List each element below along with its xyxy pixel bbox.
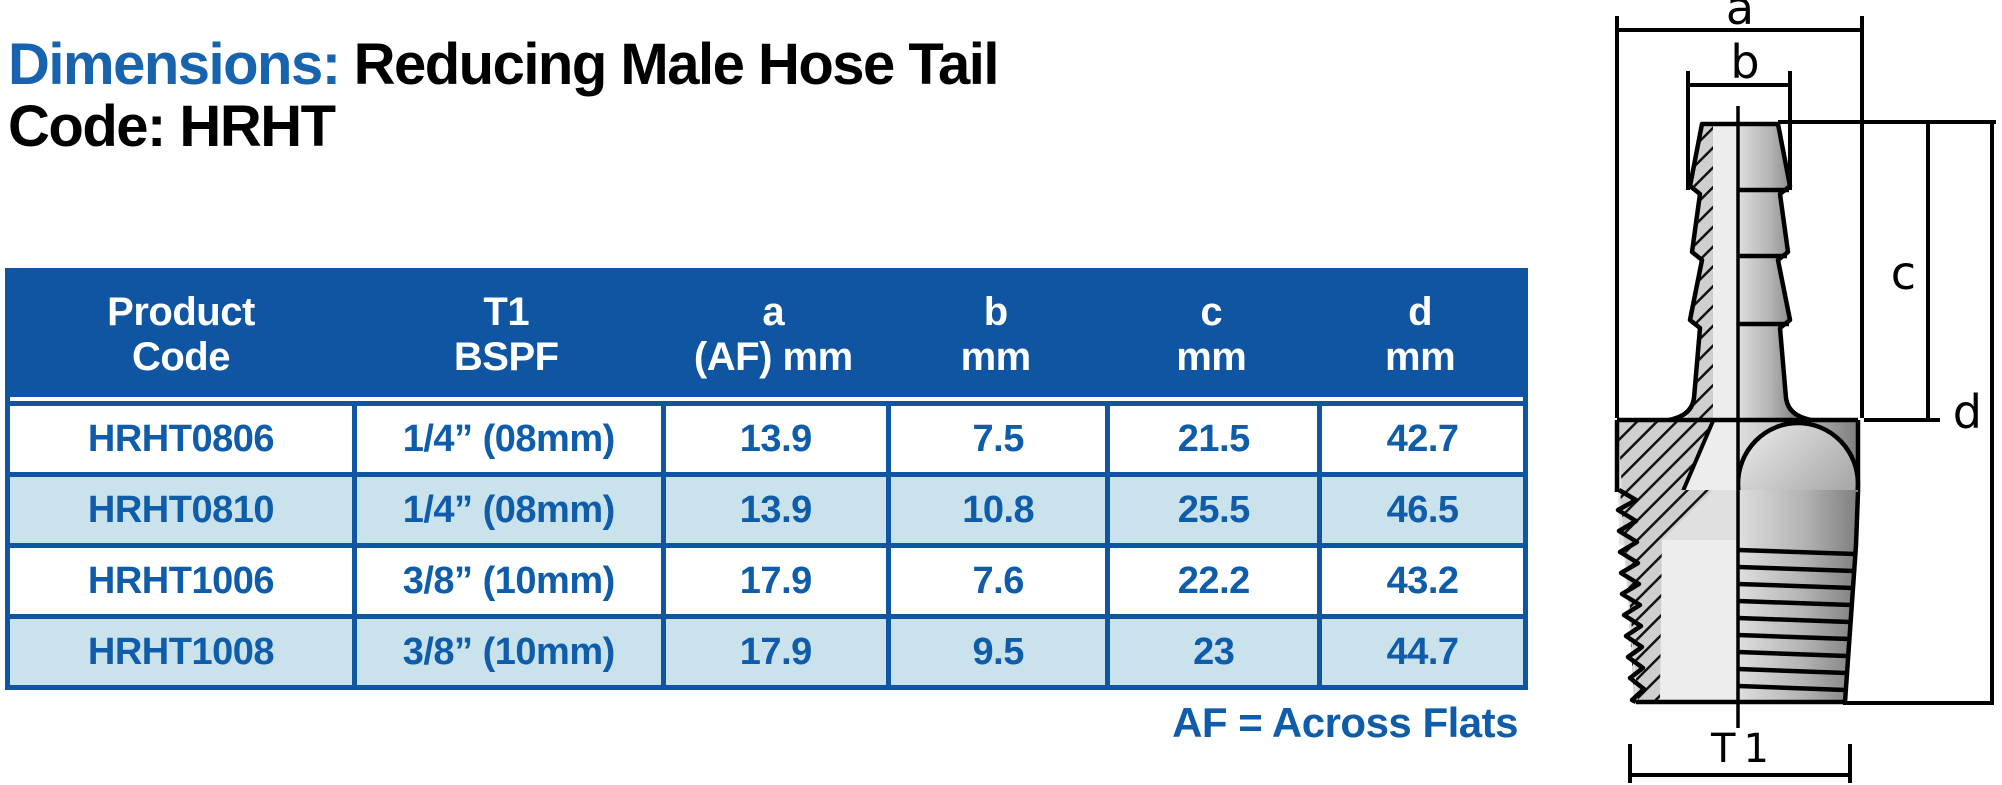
cell-d: 43.2 [1317, 543, 1523, 614]
dimension-a [1615, 16, 1864, 418]
cell-b: 7.6 [886, 543, 1106, 614]
cell-c: 25.5 [1105, 472, 1318, 543]
column-header-d: d mm [1317, 273, 1523, 401]
cell-d: 44.7 [1317, 614, 1523, 685]
header-line: (AF) mm [693, 335, 853, 379]
header-line: mm [1385, 335, 1456, 379]
column-header-product-code: Product Code [10, 273, 352, 401]
dimension-d-label: d [1953, 385, 1982, 439]
column-header-b: b mm [886, 273, 1106, 401]
column-header-a: a (AF) mm [660, 273, 886, 401]
header-line: c [1200, 290, 1223, 334]
title-prefix: Dimensions: [8, 32, 341, 97]
cell-c: 23 [1105, 614, 1318, 685]
dimension-c [1778, 120, 1996, 422]
header-line: mm [960, 335, 1032, 379]
header-line: Code [131, 335, 231, 379]
dimension-c-label: c [1891, 246, 1916, 300]
cell-a: 13.9 [660, 472, 886, 543]
dimension-d [1843, 122, 1994, 705]
cell-a: 13.9 [660, 401, 886, 472]
dimension-b-label: b [1730, 35, 1759, 89]
hose-tail-barbs [1661, 121, 1819, 424]
cell-a: 17.9 [660, 543, 886, 614]
cell-product-code: HRHT0810 [10, 472, 352, 543]
dimension-a-label: a [1726, 0, 1754, 35]
column-header-t1-bspf: T1 BSPF [351, 273, 661, 401]
cell-b: 7.5 [886, 401, 1106, 472]
cell-c: 21.5 [1105, 401, 1318, 472]
column-header-c: c mm [1105, 273, 1318, 401]
cell-a: 17.9 [660, 614, 886, 685]
header-line: Product [107, 290, 255, 334]
dimensions-table: Product Code T1 BSPF a (AF) mm b mm c mm d mm … [5, 268, 1528, 690]
cell-t1: 1/4” (08mm) [351, 401, 661, 472]
cell-product-code: HRHT1006 [10, 543, 352, 614]
cell-product-code: HRHT0806 [10, 401, 352, 472]
header-line: BSPF [453, 335, 559, 379]
cell-t1: 1/4” (08mm) [351, 472, 661, 543]
title-code: Code: HRHT [8, 94, 336, 159]
header-line: d [1408, 290, 1433, 334]
page-title: Dimensions: Reducing Male Hose Tail Code: … [8, 32, 1000, 159]
title-main: Reducing Male Hose Tail [353, 32, 1000, 97]
cell-c: 22.2 [1105, 543, 1318, 614]
cell-t1: 3/8” (10mm) [351, 614, 661, 685]
table-footnote: AF = Across Flats [1172, 699, 1518, 746]
cell-b: 9.5 [886, 614, 1106, 685]
technical-drawing: a b c d T1 [1614, 0, 1996, 783]
cell-b: 10.8 [886, 472, 1106, 543]
dimension-t1 [1628, 744, 1852, 783]
cell-t1: 3/8” (10mm) [351, 543, 661, 614]
cell-product-code: HRHT1008 [10, 614, 352, 685]
dimension-b [1686, 71, 1792, 190]
cell-d: 42.7 [1317, 401, 1523, 472]
header-line: mm [1176, 335, 1247, 379]
cell-d: 46.5 [1317, 472, 1523, 543]
dimension-t1-label: T1 [1710, 726, 1777, 772]
header-line: b [983, 290, 1008, 334]
header-line: T1 [483, 290, 530, 334]
header-line: a [762, 290, 785, 334]
